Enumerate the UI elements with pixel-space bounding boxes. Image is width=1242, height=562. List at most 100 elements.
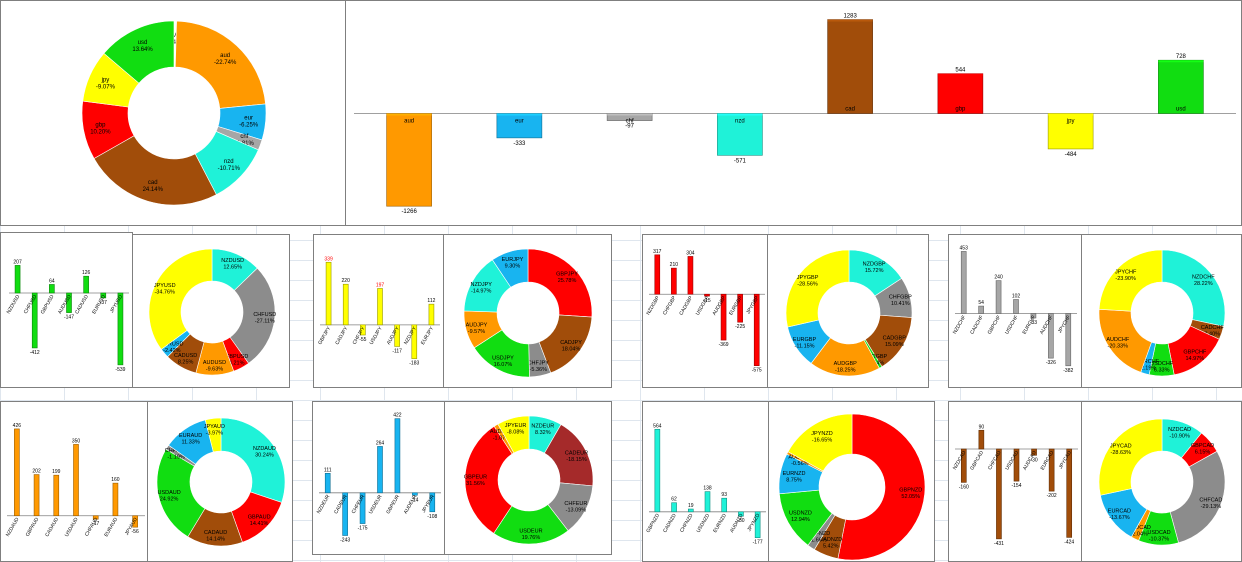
category-label-usdeur: USDEUR: [368, 493, 384, 515]
pie-label-cad: cad 24.14%: [143, 180, 164, 193]
pie-label-gbpcad: GBPCAD 6.15%: [1191, 443, 1214, 456]
pie-label-gbpeur: GBPEUR 31.56%: [464, 475, 487, 488]
pie-label-usd: usd 13.64%: [132, 40, 153, 53]
bar-audjpy: [394, 324, 400, 347]
bar-gbpusd: [49, 284, 55, 294]
value-label-cadusd: 126: [82, 270, 91, 276]
category-label-euraud: EURAUD: [103, 516, 119, 538]
pie-label-eurchf: EURCHF -2.19%: [1136, 359, 1160, 372]
bar-jpygbp: [753, 293, 760, 366]
value-label-eurjpy: 112: [427, 298, 435, 304]
pie-slice-nzdaud: [220, 417, 286, 503]
pie-label-cadnzd: CADNZD 5.42%: [819, 537, 842, 550]
pie-label-audeur: AUDEUR -1.07%: [490, 429, 513, 442]
pie-label-jpynzd: JPYNZD -16.65%: [811, 431, 832, 444]
pie-slice-gbpjpy: [527, 248, 593, 318]
pie-slice-jpyaud: [204, 417, 222, 453]
bar-usd: [1158, 59, 1204, 114]
value-label-chfnzd: 19: [688, 503, 694, 509]
category-label-chf: chf: [626, 119, 634, 125]
value-label-eurchf: -33: [1030, 320, 1037, 326]
bar-audcad: [1031, 448, 1037, 456]
pie-label-aud: aud -22.74%: [214, 53, 237, 66]
pie-label-nzdusd: NZDUSD 12.65%: [221, 258, 244, 271]
value-label-nzdaud: 426: [13, 423, 22, 429]
bar-jpyeur: [429, 492, 436, 513]
category-label-cadgbp: CADGBP: [678, 295, 694, 317]
bar-chfcad: [996, 448, 1002, 540]
bar-chfnzd: [687, 508, 694, 513]
pie-label-gbpnzd: GBPNZD 52.05%: [899, 488, 922, 501]
category-label-nzdaud: NZDAUD: [5, 516, 21, 537]
pie-label-usdchf: USDCHF 6.33%: [1150, 361, 1174, 374]
bar-gbpjpy: [325, 261, 332, 326]
eur-bar-chart: 111NZDEUR-243CADEUR-175CHFEUR264USDEUR42…: [316, 413, 441, 544]
bar-usdnzd: [704, 491, 711, 513]
jpy-pie-panel: GBPJPY 25.78% CADJPY 18.04% CHFJPY -5.36% USDJ…: [443, 234, 612, 388]
bar-cadaud: [53, 474, 60, 517]
value-label-euraud: 160: [111, 477, 120, 483]
pie-label-audchf: AUDCHF -20.33%: [1106, 337, 1130, 350]
bar-cadgbp: [687, 256, 694, 295]
chf-pie-chart: NZDCHF 28.22% CADCHF 3.40% GBPCHF 14.97% USDCH…: [1098, 249, 1226, 377]
value-label-audnzd: -30: [737, 518, 744, 524]
pie-label-nzdcad: NZDCAD -10.90%: [1168, 427, 1191, 440]
category-label-gbpusd: GBPUSD: [40, 294, 56, 316]
value-label-jpycad: -424: [1064, 539, 1074, 545]
pie-slice-nzdchf: [1161, 249, 1226, 327]
pie-label-nzdjpy: NZDJPY -14.97%: [471, 282, 493, 295]
bar-usdaud: [73, 444, 79, 517]
pie-label-usdcad: USDCAD -10.37%: [1147, 530, 1170, 543]
bar-eurjpy: [428, 303, 435, 326]
pie-label-chfcad: CHFCAD -29.13%: [1199, 498, 1222, 511]
value-label-chf: -97: [625, 124, 634, 130]
value-label-eurusd: -37: [100, 300, 107, 306]
value-label-gbpchf: 240: [994, 275, 1003, 281]
pie-label-usdnzd: USDNZD 12.94%: [789, 511, 812, 524]
bar-eurgbp: [737, 293, 743, 323]
bar-chfgbp: [671, 267, 677, 295]
bar-bevel-aud: [386, 113, 432, 116]
bar-chfeur: [359, 492, 366, 524]
value-label-audjpy: -117: [392, 348, 402, 354]
usd-pie-chart: NZDUSD 12.65% CHFUSD -27.11% GBPUSD 4.21%AUDU…: [148, 248, 276, 376]
bar-bevel-chf: [607, 113, 653, 116]
bar-nzdeur: [324, 473, 331, 494]
category-label-nzdusd: NZDUSD: [6, 294, 22, 315]
pie-label-usdeur: USDEUR 19.76%: [519, 528, 542, 541]
value-label-audcad: -30: [1030, 457, 1037, 463]
value-label-gbp: 544: [955, 68, 966, 74]
bar-cadchf: [978, 305, 984, 314]
value-label-usdjpy: 197: [376, 282, 385, 288]
pie-label-eur: eur -6.25%: [239, 115, 259, 128]
pie-label-nzdaud: NZDAUD 30.24%: [253, 446, 276, 459]
bar-usdgbp: [704, 293, 710, 297]
bar-gbpaud: [33, 474, 40, 517]
category-label-cadusd: CADUSD: [74, 294, 90, 316]
pie-label-audcad: AUDCAD -2.04%: [1128, 525, 1151, 537]
value-label-gbpeur: 422: [393, 413, 402, 419]
bar-cadusd: [83, 275, 89, 294]
pie-label-eurusd: EURUSD -2.42%: [160, 342, 183, 355]
pie-slice-jpyeur: [497, 415, 530, 454]
bar-nzdaud: [14, 428, 20, 517]
aud-pie-chart: NZDAUD 30.24% GBPAUD 14.41% CADAUD 14.14% USDA…: [156, 417, 286, 547]
category-label-gbpaud: GBPAUD: [25, 516, 41, 537]
pie-slice-jpychf: [1098, 249, 1163, 312]
bar-euraud: [112, 482, 119, 517]
pie-label-cadusd: CADUSD 8.25%: [174, 353, 197, 366]
pie-label-cadjpy: CADJPY 18.04%: [560, 340, 582, 353]
pie-slice-jpycad: [1098, 418, 1163, 496]
bar-nzdusd: [14, 265, 21, 294]
bar-audnzd: [738, 511, 744, 517]
pie-label-cadeur: CADEUR -18.15%: [565, 450, 588, 463]
eur-pie-panel: NZDEUR 8.32% CADEUR -18.15% CHFEUR -13.09% USD…: [444, 401, 612, 555]
cad-pie-chart: NZDCAD -10.90%GBPCAD 6.15% CHFCAD -29.13% USD…: [1098, 418, 1226, 546]
usd-bar-panel: 207 NZDUSD -412 CHFUSD 64 GBPUSD -147 AUDUSD 126…: [0, 232, 133, 388]
value-label-nzdeur: 111: [324, 467, 332, 473]
category-label-usd: usd: [1176, 107, 1186, 113]
value-label-usdgbp: -15: [703, 298, 710, 304]
main-bar-panel: -1266 aud -333 eur -97 chf -571 nzd 1283 cad 544 gb…: [345, 0, 1242, 226]
